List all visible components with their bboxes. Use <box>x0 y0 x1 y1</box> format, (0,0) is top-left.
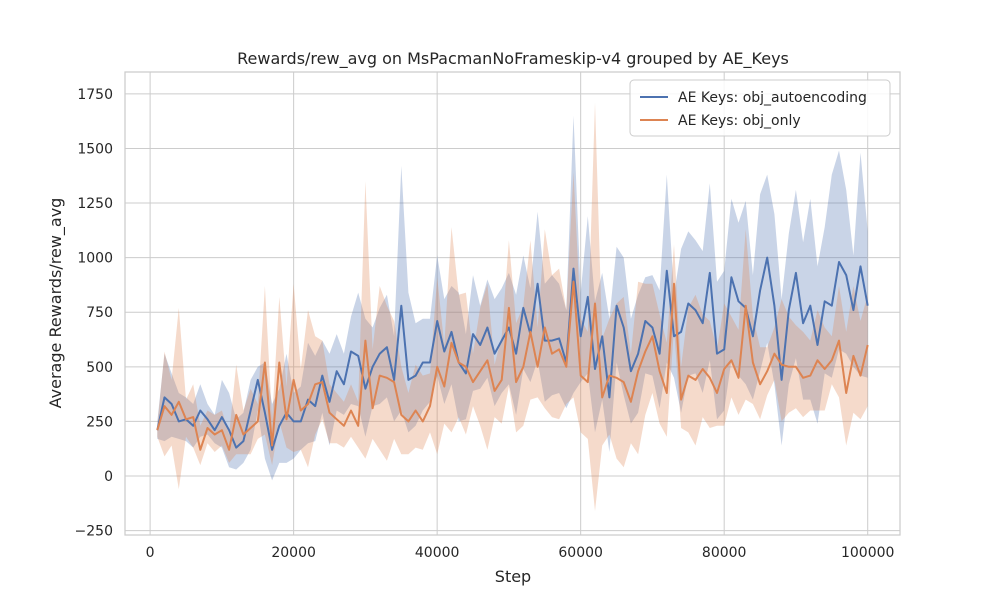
legend-label: AE Keys: obj_only <box>678 113 801 129</box>
x-axis-ticks: 0 20000 40000 60000 80000 100000 <box>146 545 895 561</box>
y-tick-label: −250 <box>75 524 113 540</box>
x-axis-title: Step <box>495 567 531 586</box>
y-tick-label: 500 <box>86 360 113 376</box>
chart-title: Rewards/rew_avg on MsPacmanNoFrameskip-v… <box>237 49 789 69</box>
y-tick-label: 1750 <box>77 87 113 103</box>
confidence-bands <box>157 102 868 511</box>
legend-label: AE Keys: obj_autoencoding <box>678 90 867 106</box>
y-tick-label: 0 <box>104 469 113 485</box>
x-tick-label: 0 <box>146 545 155 561</box>
y-axis-title: Average Rewards/rew_avg <box>46 198 66 409</box>
y-tick-label: 1250 <box>77 196 113 212</box>
grid-lines <box>125 72 900 535</box>
y-tick-label: 1000 <box>77 251 113 267</box>
x-tick-label: 100000 <box>841 545 894 561</box>
legend-box <box>629 79 891 137</box>
series-lines <box>156 256 869 451</box>
series-2-line <box>156 280 869 451</box>
x-tick-label: 40000 <box>415 545 460 561</box>
x-tick-label: 80000 <box>702 545 747 561</box>
x-tick-label: 60000 <box>558 545 603 561</box>
y-tick-label: 1500 <box>77 141 113 157</box>
plot-frame <box>124 71 901 536</box>
y-axis-ticks: −250 0 250 500 750 1000 1250 1500 1750 <box>75 87 113 540</box>
series-2-band <box>157 102 868 511</box>
y-tick-label: 250 <box>86 414 113 430</box>
series-1-band <box>157 115 868 481</box>
legend: AE Keys: obj_autoencoding AE Keys: obj_on… <box>629 79 891 137</box>
y-tick-label: 750 <box>86 305 113 321</box>
x-tick-label: 20000 <box>271 545 316 561</box>
